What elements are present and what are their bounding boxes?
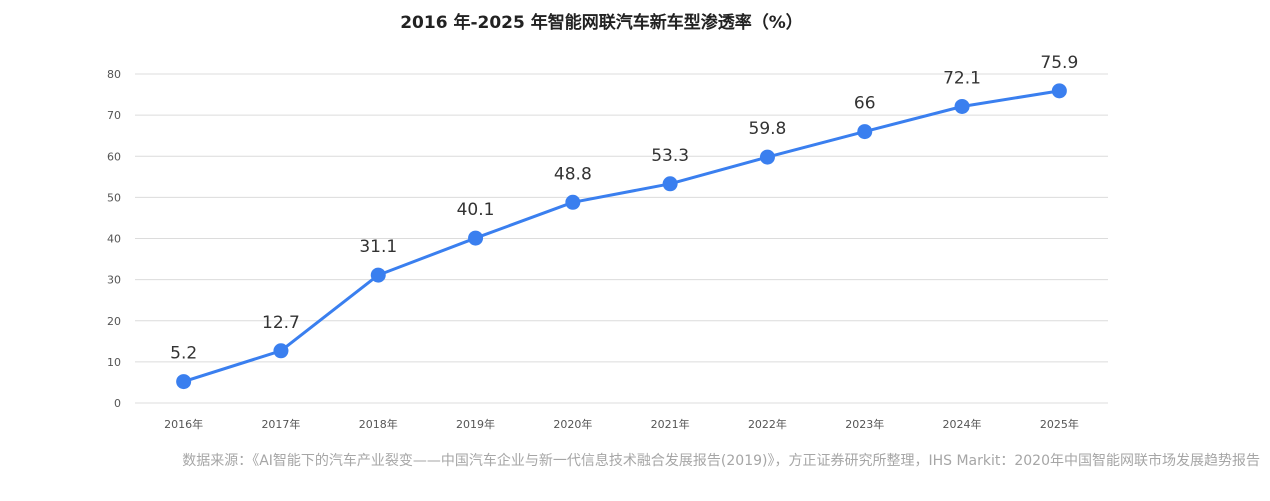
gridlines <box>135 73 1108 404</box>
series-line <box>182 89 1061 384</box>
y-tick-label: 70 <box>107 109 121 122</box>
source-note: 数据来源：《AI智能下的汽车产业裂变——中国汽车企业与新一代信息技术融合发展报告… <box>182 453 1260 469</box>
data-point <box>857 124 873 140</box>
chart-title: 2016 年-2025 年智能网联汽车新车型渗透率（%） <box>400 13 803 33</box>
y-axis-ticks: 0 10 20 30 40 50 60 70 80 <box>107 68 121 410</box>
y-tick-label: 50 <box>107 191 121 204</box>
data-label: 53.3 <box>651 146 689 166</box>
data-label: 72.1 <box>943 68 981 88</box>
data-label: 75.9 <box>1040 53 1078 73</box>
data-label: 5.2 <box>170 344 197 364</box>
data-point <box>273 343 289 359</box>
x-tick-label: 2025年 <box>1040 417 1079 431</box>
x-tick-label: 2019年 <box>456 417 495 431</box>
data-label: 59.8 <box>749 119 787 139</box>
y-tick-label: 60 <box>107 150 121 163</box>
y-tick-label: 40 <box>107 233 121 246</box>
y-tick-label: 80 <box>107 68 121 81</box>
data-point <box>954 98 970 114</box>
x-tick-label: 2022年 <box>748 417 787 431</box>
x-tick-label: 2023年 <box>845 417 884 431</box>
x-tick-label: 2016年 <box>164 417 203 431</box>
data-label: 12.7 <box>262 313 300 333</box>
data-point <box>759 149 775 165</box>
data-points <box>176 83 1067 390</box>
x-axis-ticks: 2016年 2017年 2018年 2019年 2020年 2021年 2022年 2023年… <box>164 417 1079 431</box>
series-polyline <box>182 89 1061 384</box>
x-tick-label: 2020年 <box>553 417 592 431</box>
data-point <box>565 194 581 210</box>
x-tick-label: 2018年 <box>359 417 398 431</box>
data-point <box>662 176 678 192</box>
y-tick-label: 30 <box>107 274 121 287</box>
data-point <box>176 374 192 390</box>
x-tick-label: 2024年 <box>943 417 982 431</box>
data-label: 31.1 <box>359 237 397 257</box>
data-point <box>370 267 386 283</box>
y-tick-label: 20 <box>107 315 121 328</box>
x-tick-label: 2021年 <box>651 417 690 431</box>
x-tick-label: 2017年 <box>261 417 300 431</box>
y-tick-label: 10 <box>107 356 121 369</box>
y-tick-label: 0 <box>114 397 121 410</box>
data-label: 40.1 <box>457 200 495 220</box>
data-labels: 5.2 12.7 31.1 40.1 48.8 53.3 59.8 66 72.1 75.9 <box>170 53 1078 364</box>
data-label: 48.8 <box>554 164 592 184</box>
data-point <box>468 230 484 246</box>
data-point <box>1051 83 1067 99</box>
data-label: 66 <box>854 94 876 114</box>
